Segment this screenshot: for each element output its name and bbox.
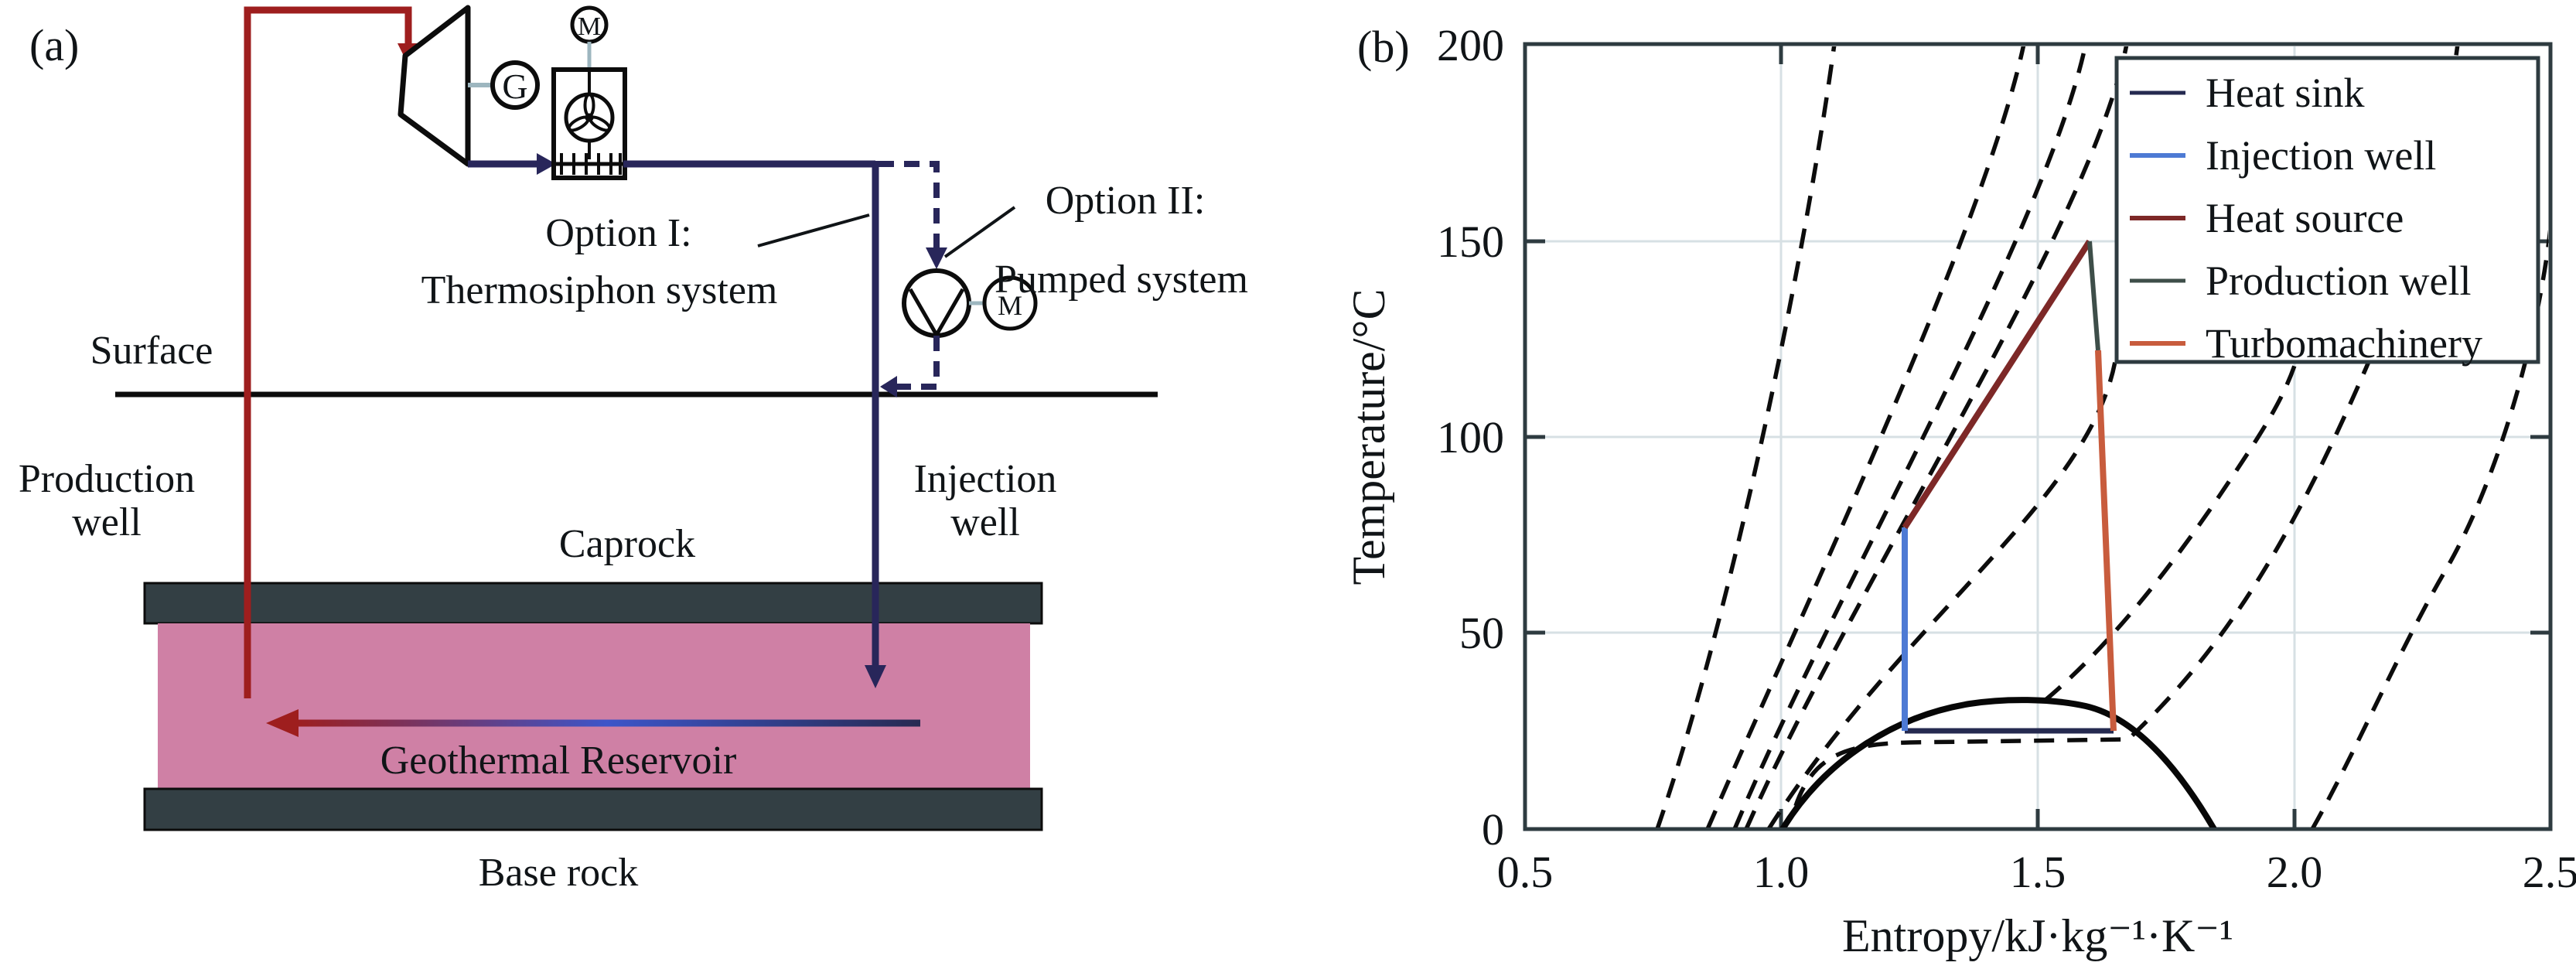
option1-label-line1: Option I: bbox=[545, 211, 691, 255]
legend-label-turbomachinery: Turbomachinery bbox=[2206, 320, 2482, 367]
legend-label-injection-well: Injection well bbox=[2206, 132, 2436, 179]
turbomachinery-line bbox=[2095, 350, 2117, 732]
pump-inlet-arrow-icon bbox=[926, 247, 947, 269]
y-axis-title: Temperature/°C bbox=[1343, 289, 1394, 585]
fan-blades-icon bbox=[567, 93, 612, 132]
legend-entry-heat-source: Heat source bbox=[2130, 195, 2404, 241]
y-axis-tick-labels: 200 150 100 50 0 bbox=[1437, 20, 1504, 855]
production-well-label-line1: Production bbox=[19, 457, 195, 501]
pumped-branch-return bbox=[896, 336, 940, 390]
pumped-branch-down bbox=[879, 161, 940, 263]
option1-leader-line bbox=[757, 213, 870, 247]
legend-entry-turbomachinery: Turbomachinery bbox=[2130, 320, 2482, 367]
production-pipe bbox=[244, 6, 412, 698]
x-tick-2p0: 2.0 bbox=[2267, 847, 2323, 897]
y-tick-100: 100 bbox=[1437, 412, 1504, 462]
x-tick-0p5: 0.5 bbox=[1497, 847, 1554, 897]
pump-motor-icon bbox=[982, 275, 1038, 331]
x-axis-tick-labels: 0.5 1.0 1.5 2.0 2.5 bbox=[1497, 847, 2576, 897]
fan-motor-label: M bbox=[578, 12, 601, 41]
x-tick-2p5: 2.5 bbox=[2523, 847, 2576, 897]
saturation-dome-curve bbox=[1779, 697, 2217, 828]
x-tick-1p0: 1.0 bbox=[1753, 847, 1810, 897]
condenser-inlet-arrow-icon bbox=[537, 153, 556, 175]
generator-icon bbox=[490, 60, 540, 110]
x-axis-title: Entropy/kJ·kg⁻¹·K⁻¹ bbox=[1842, 910, 2233, 961]
injection-well-label-line2: well bbox=[950, 500, 1020, 544]
caprock-label: Caprock bbox=[559, 522, 695, 566]
surface-label: Surface bbox=[90, 329, 213, 373]
y-tick-150: 150 bbox=[1437, 217, 1504, 267]
legend-entry-production-well: Production well bbox=[2130, 258, 2471, 304]
pump-icon bbox=[902, 268, 971, 338]
geothermal-reservoir-label: Geothermal Reservoir bbox=[380, 739, 737, 783]
injection-arrow-icon bbox=[865, 665, 886, 688]
base-rock-label: Base rock bbox=[479, 851, 638, 895]
option2-label-line1: Option II: bbox=[1046, 179, 1206, 223]
legend-box bbox=[2114, 56, 2540, 364]
pump-motor-label: M bbox=[998, 290, 1022, 321]
base-rock-layer bbox=[143, 787, 1043, 831]
legend-label-production-well: Production well bbox=[2206, 258, 2471, 304]
heat-source-line bbox=[1902, 239, 2093, 530]
y-tick-200: 200 bbox=[1437, 20, 1504, 70]
option2-leader-line bbox=[943, 206, 1016, 258]
condenser-fins-icon bbox=[560, 153, 622, 175]
geothermal-reservoir-layer bbox=[158, 623, 1030, 789]
panel-b-label: (b) bbox=[1357, 22, 1410, 72]
panel-a-label: (a) bbox=[29, 20, 79, 70]
legend-label-heat-source: Heat source bbox=[2206, 195, 2404, 241]
panel-a-schematic: (a) G M bbox=[19, 5, 1248, 895]
panel-b-ts-chart: (b) bbox=[1343, 20, 2576, 961]
reservoir-flow-arrow-icon bbox=[266, 709, 299, 737]
option1-label-line2: Thermosiphon system bbox=[421, 268, 778, 312]
legend-entry-heat-sink: Heat sink bbox=[2130, 70, 2364, 116]
production-well-label-line2: well bbox=[72, 500, 142, 544]
option2-label-line2: Pumped system bbox=[995, 258, 1248, 302]
legend-entry-injection-well: Injection well bbox=[2130, 132, 2436, 179]
chart-legend: Heat sink Injection well Heat source Pro… bbox=[2114, 56, 2540, 367]
generator-label: G bbox=[502, 67, 527, 106]
production-well-line bbox=[2087, 241, 2100, 351]
pump-triangle-icon bbox=[908, 288, 965, 337]
injection-well-label-line1: Injection bbox=[914, 457, 1057, 501]
x-tick-1p5: 1.5 bbox=[2010, 847, 2066, 897]
legend-label-heat-sink: Heat sink bbox=[2206, 70, 2364, 116]
pump-return-arrow-icon bbox=[880, 376, 897, 398]
y-tick-50: 50 bbox=[1459, 608, 1504, 658]
caprock-layer bbox=[143, 582, 1043, 625]
y-tick-0: 0 bbox=[1482, 804, 1504, 855]
